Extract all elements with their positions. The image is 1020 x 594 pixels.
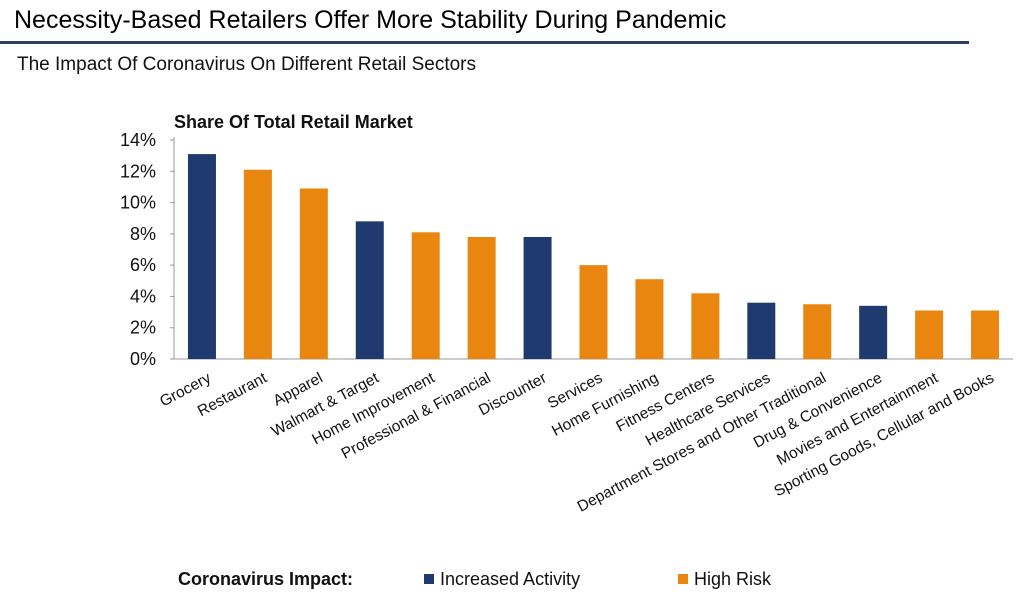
bar	[467, 236, 496, 359]
y-tick-label: 8%	[130, 224, 156, 244]
bar	[691, 293, 720, 359]
bar	[355, 221, 384, 359]
bar	[915, 310, 944, 359]
chart-title: Share Of Total Retail Market	[174, 112, 413, 132]
y-tick-label: 12%	[120, 161, 156, 181]
bar	[299, 188, 328, 359]
bar	[523, 236, 552, 359]
page-title: Necessity-Based Retailers Offer More Sta…	[14, 6, 727, 34]
y-tick-label: 14%	[120, 130, 156, 150]
y-tick-label: 4%	[130, 286, 156, 306]
legend-title: Coronavirus Impact:	[178, 569, 354, 589]
bar	[187, 154, 216, 359]
legend-swatch-increased-activity	[424, 574, 434, 584]
bar	[747, 302, 776, 359]
bar	[635, 279, 664, 359]
legend-item-high-risk: High Risk	[678, 569, 771, 590]
legend-swatch-high-risk	[678, 574, 688, 584]
legend-label-high-risk: High Risk	[694, 569, 772, 589]
y-tick-label: 2%	[130, 318, 156, 338]
bar	[579, 265, 608, 359]
y-tick-label: 10%	[120, 193, 156, 213]
y-tick-label: 6%	[130, 255, 156, 275]
bar	[971, 310, 1000, 359]
page-subtitle: The Impact Of Coronavirus On Different R…	[17, 54, 476, 75]
legend-item-increased-activity: Increased Activity	[424, 569, 580, 590]
bar	[859, 305, 888, 359]
bar	[243, 169, 272, 359]
bar	[411, 232, 440, 359]
y-tick-label: 0%	[130, 349, 156, 369]
bar	[803, 304, 832, 359]
title-divider	[0, 41, 969, 44]
legend-label-increased-activity: Increased Activity	[440, 569, 581, 589]
